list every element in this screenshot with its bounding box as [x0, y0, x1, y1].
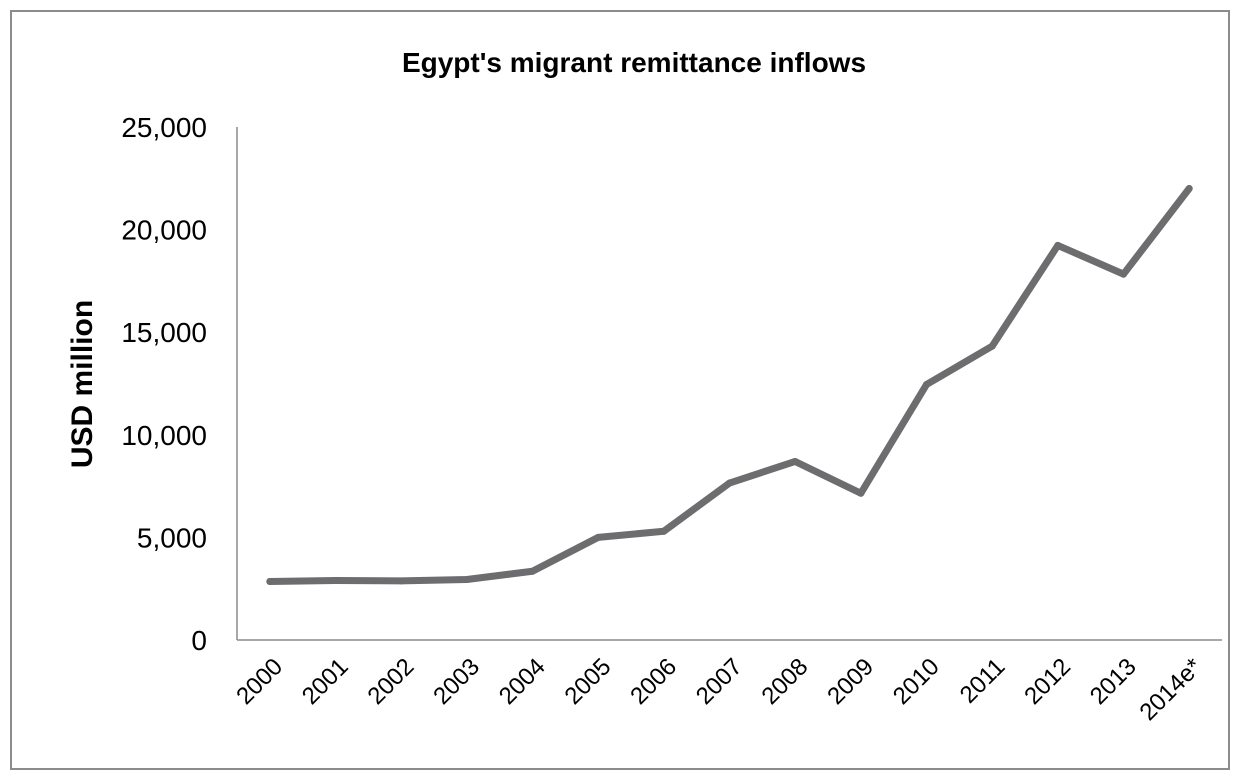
- x-tick-label: 2012: [1019, 653, 1076, 710]
- data-point: [594, 533, 602, 541]
- y-tick-label: 5,000: [137, 522, 207, 553]
- data-point: [988, 342, 996, 350]
- data-point: [923, 381, 930, 389]
- x-tick-label: 2005: [560, 653, 617, 710]
- data-point: [726, 479, 733, 487]
- data-point: [529, 567, 536, 575]
- y-axis-label: USD million: [66, 300, 99, 468]
- x-axis-ticks: 2000 2001 2002 2003 2004 2005 2006 2007 2008 2009…: [231, 653, 1207, 726]
- x-tick-label: 2008: [757, 653, 814, 710]
- data-point: [266, 578, 274, 586]
- chart-frame: [10, 10, 1230, 770]
- series-line: [266, 185, 1193, 586]
- data-point: [791, 457, 799, 465]
- x-tick-label: 2014e*: [1135, 653, 1208, 726]
- y-tick-label: 0: [191, 625, 207, 656]
- data-point: [857, 489, 865, 497]
- x-tick-label: 2006: [625, 653, 682, 710]
- y-axis-ticks: 0 5,000 10,000 15,000 20,000 25,000: [121, 112, 207, 656]
- series-group: [266, 185, 1193, 586]
- x-tick-label: 2002: [363, 653, 420, 710]
- y-tick-label: 25,000: [121, 112, 207, 143]
- data-point: [1120, 270, 1127, 278]
- x-tick-label: 2003: [428, 653, 485, 710]
- x-tick-label: 2001: [297, 653, 354, 710]
- y-tick-label: 10,000: [121, 420, 207, 451]
- data-point: [1054, 241, 1062, 249]
- y-tick-label: 15,000: [121, 317, 207, 348]
- x-tick-label: 2011: [955, 653, 1011, 709]
- x-tick-label: 2009: [822, 653, 879, 710]
- data-point: [332, 576, 339, 584]
- x-tick-label: 2013: [1085, 653, 1142, 710]
- x-tick-label: 2010: [888, 653, 945, 710]
- data-point: [463, 575, 471, 583]
- data-point: [397, 577, 405, 585]
- x-tick-label: 2007: [691, 653, 748, 710]
- data-point: [1185, 185, 1193, 193]
- x-tick-label: 2000: [231, 653, 288, 710]
- x-tick-label: 2004: [494, 653, 551, 710]
- chart-title: Egypt's migrant remittance inflows: [402, 47, 866, 78]
- y-tick-label: 20,000: [121, 215, 207, 246]
- data-point: [660, 527, 668, 535]
